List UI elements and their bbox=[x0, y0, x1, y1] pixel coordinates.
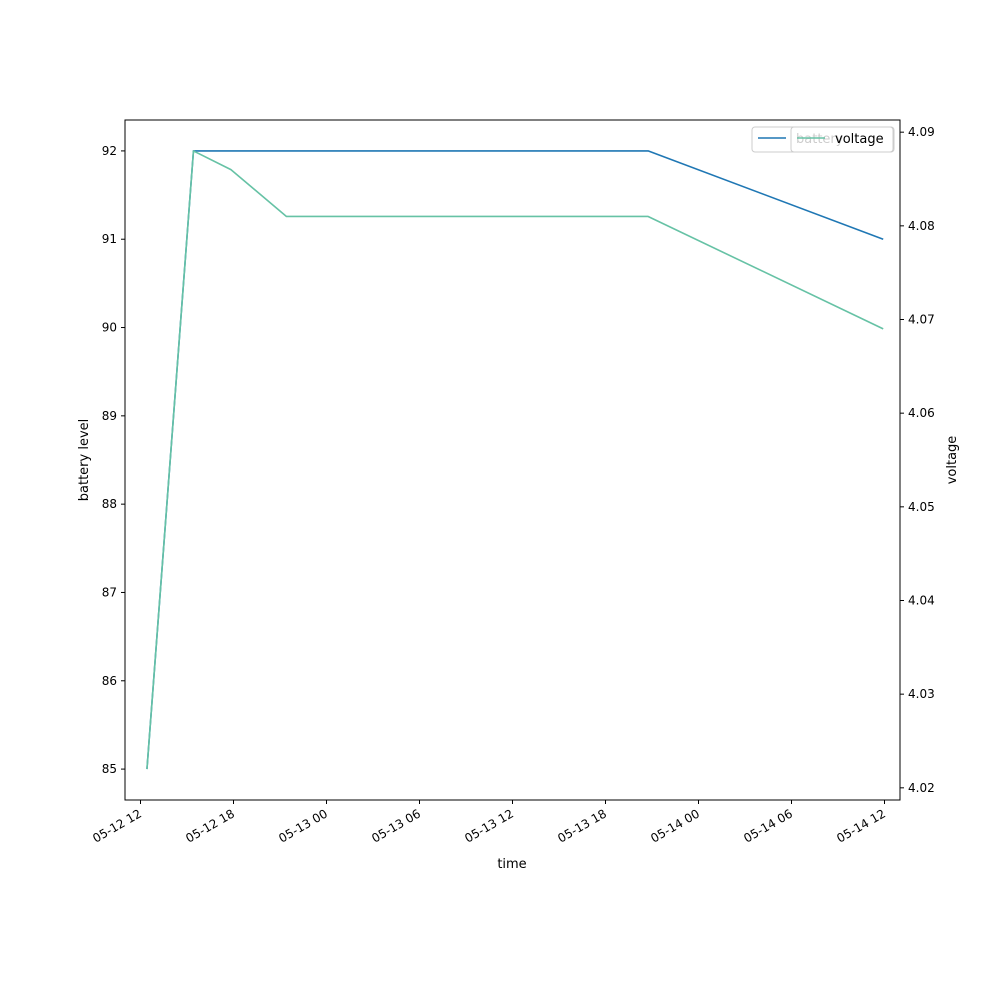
y-tick-label-right: 4.09 bbox=[908, 125, 935, 139]
legend-label-voltage: voltage bbox=[835, 132, 884, 147]
y-tick-label-left: 91 bbox=[102, 232, 117, 246]
series-line-voltage bbox=[146, 150, 884, 770]
y-tick-label-right: 4.04 bbox=[908, 593, 935, 607]
y-tick-label-left: 86 bbox=[102, 674, 117, 688]
y-tick-label-right: 4.07 bbox=[908, 313, 935, 327]
x-axis-label: time bbox=[497, 857, 526, 872]
y-tick-label-right: 4.03 bbox=[908, 687, 935, 701]
y-tick-label-right: 4.02 bbox=[908, 781, 935, 795]
y-axis-left: 85 86 87 88 89 90 91 92 bbox=[102, 144, 125, 776]
y-tick-label-left: 87 bbox=[102, 585, 117, 599]
y-tick-label-left: 90 bbox=[102, 321, 117, 335]
y-tick-label-left: 88 bbox=[102, 497, 117, 511]
y-tick-label-right: 4.05 bbox=[908, 500, 935, 514]
y-axis-label-left: battery level bbox=[77, 419, 92, 502]
y-tick-label-right: 4.06 bbox=[908, 406, 935, 420]
y-tick-label-right: 4.08 bbox=[908, 219, 935, 233]
legend-box-voltage: voltage bbox=[790, 126, 894, 153]
y-tick-label-left: 89 bbox=[102, 409, 117, 423]
legend-frame bbox=[790, 126, 894, 153]
series-layer bbox=[146, 150, 884, 770]
legend-layer: batteryvoltage bbox=[751, 126, 895, 153]
y-tick-label-left: 85 bbox=[102, 762, 117, 776]
y-tick-label-left: 92 bbox=[102, 144, 117, 158]
y-axis-right: 4.02 4.03 4.04 4.05 4.06 4.07 4.08 4.09 bbox=[900, 125, 935, 795]
y-axis-label-right: voltage bbox=[945, 436, 960, 485]
